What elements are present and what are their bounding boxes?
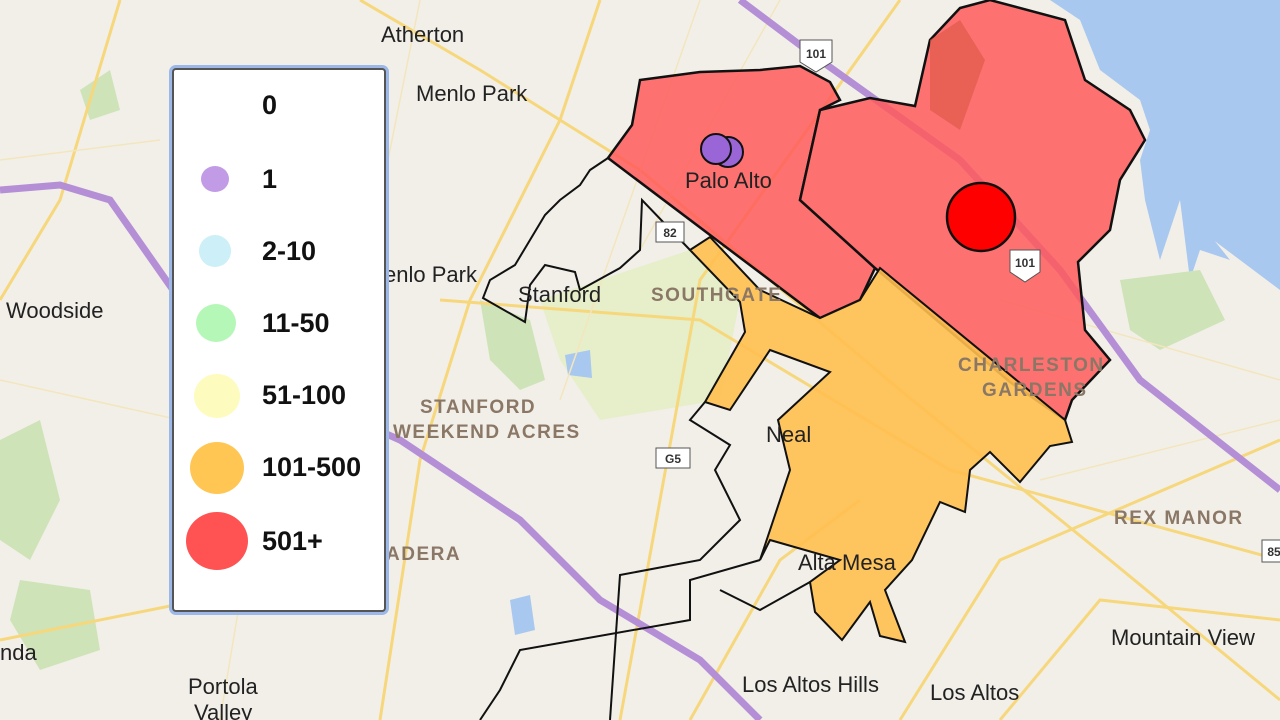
- route-shields: 101 101 82 G5 85: [655, 39, 1280, 563]
- label-valley: Valley: [194, 700, 252, 720]
- lake: [510, 595, 535, 635]
- shield-101: 101: [799, 39, 833, 73]
- legend-swatch: [201, 166, 229, 192]
- svg-text:82: 82: [663, 226, 677, 240]
- svg-text:101: 101: [1015, 256, 1035, 270]
- label-stanford: Stanford: [518, 282, 601, 307]
- legend-item-2-10: 2-10: [174, 228, 384, 278]
- label-palo-alto: Palo Alto: [685, 168, 772, 193]
- airport: [930, 20, 985, 130]
- legend-swatch: [194, 374, 240, 418]
- legend-swatch: [186, 512, 248, 570]
- svg-text:G5: G5: [665, 452, 681, 466]
- label-nda: nda: [0, 640, 37, 665]
- label-gardens: GARDENS: [982, 380, 1088, 401]
- label-mountain-view: Mountain View: [1111, 625, 1255, 650]
- legend: 0 1 2-10 11-50 51-100 101-500 501+: [172, 68, 386, 612]
- legend-item-1: 1: [174, 156, 384, 206]
- svg-text:85: 85: [1267, 545, 1280, 559]
- label-alta-mesa: Alta Mesa: [798, 550, 897, 575]
- svg-text:101: 101: [806, 47, 826, 61]
- marker-count-501-plus[interactable]: [945, 181, 1017, 253]
- legend-swatch: [190, 442, 244, 494]
- label-menlo-park: Menlo Park: [416, 81, 528, 106]
- boundary-lines: [479, 157, 811, 720]
- shield-85: 85: [1261, 539, 1280, 563]
- legend-item-501-plus: 501+: [174, 512, 384, 570]
- label-atherton: Atherton: [381, 22, 464, 47]
- legend-item-51-100: 51-100: [174, 372, 384, 422]
- place-labels: Atherton Menlo Park Palo Alto enlo Park …: [0, 22, 1255, 720]
- label-charleston: CHARLESTON: [958, 355, 1105, 376]
- lake: [565, 350, 592, 378]
- label-los-altos: Los Altos: [930, 680, 1019, 705]
- shield-82: 82: [655, 221, 685, 243]
- shield-g5: G5: [655, 447, 691, 469]
- label-adera: ADERA: [386, 544, 461, 565]
- label-neal: Neal: [766, 422, 811, 447]
- slough-water: [1180, 190, 1230, 280]
- label-woodside: Woodside: [6, 298, 103, 323]
- label-stanford-weekend-acres-1: STANFORD: [420, 397, 536, 418]
- shield-101: 101: [1009, 249, 1041, 283]
- label-stanford-weekend-acres-2: WEEKEND ACRES: [393, 422, 581, 443]
- legend-item-0: 0: [262, 90, 278, 120]
- label-portola: Portola: [188, 674, 258, 699]
- label-menlo-park-west: enlo Park: [384, 262, 478, 287]
- label-southgate: SOUTHGATE: [651, 285, 782, 306]
- legend-item-101-500: 101-500: [174, 442, 384, 494]
- legend-item-11-50: 11-50: [174, 300, 384, 350]
- label-rex-manor: REX MANOR: [1114, 508, 1244, 529]
- area-mountain-view-101-500[interactable]: [688, 235, 1074, 644]
- marker-count-1[interactable]: [700, 133, 732, 165]
- label-los-altos-hills: Los Altos Hills: [742, 672, 879, 697]
- legend-swatch: [196, 304, 236, 342]
- legend-swatch: [199, 235, 231, 267]
- bay-water: [1050, 0, 1280, 290]
